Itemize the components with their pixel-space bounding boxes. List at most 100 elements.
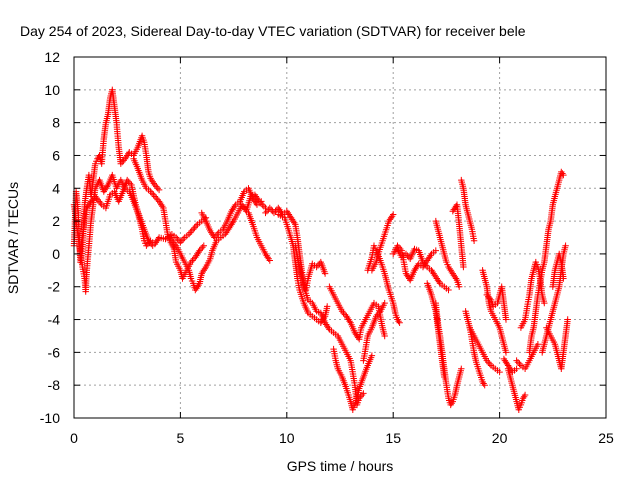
data-point xyxy=(145,237,152,244)
data-point xyxy=(435,278,443,285)
data-point xyxy=(151,181,159,189)
data-point xyxy=(148,190,156,197)
y-tick-label: -8 xyxy=(48,377,61,393)
data-point xyxy=(513,365,520,372)
data-point xyxy=(481,382,488,389)
data-point xyxy=(346,318,353,325)
data-point xyxy=(387,214,395,221)
data-point xyxy=(430,270,437,277)
data-series-sdtvar xyxy=(70,86,571,413)
data-point xyxy=(87,198,95,205)
data-point xyxy=(344,314,351,322)
data-point xyxy=(192,222,200,230)
data-point xyxy=(411,267,418,274)
data-point xyxy=(521,391,529,399)
data-point xyxy=(194,283,201,290)
data-point xyxy=(502,349,510,356)
data-point xyxy=(421,260,428,267)
data-point xyxy=(514,359,522,366)
x-tick-label: 10 xyxy=(279,430,295,446)
data-point xyxy=(264,254,271,261)
data-point xyxy=(559,170,566,177)
data-point xyxy=(470,237,478,244)
data-point xyxy=(192,286,199,294)
data-point xyxy=(258,198,265,205)
data-point xyxy=(84,203,91,210)
data-point xyxy=(501,357,509,364)
data-point xyxy=(368,352,376,359)
data-point xyxy=(270,209,278,217)
data-point xyxy=(196,247,203,254)
data-point xyxy=(323,321,330,328)
x-tick-label: 5 xyxy=(177,430,185,446)
y-tick-label: 2 xyxy=(52,213,60,229)
y-tick-label: -6 xyxy=(48,344,61,360)
data-point xyxy=(198,270,205,277)
data-point xyxy=(92,193,99,200)
data-point xyxy=(154,185,161,192)
data-point xyxy=(504,362,512,369)
data-point xyxy=(238,201,246,208)
data-point xyxy=(452,203,460,210)
data-point xyxy=(200,242,207,249)
y-tick-label: -4 xyxy=(48,312,61,328)
data-point xyxy=(180,235,187,243)
data-point xyxy=(178,237,185,244)
data-point xyxy=(95,198,103,205)
x-tick-label: 25 xyxy=(598,430,614,446)
data-point xyxy=(422,262,429,269)
data-point xyxy=(541,299,548,307)
data-point xyxy=(446,265,453,272)
data-point xyxy=(185,231,193,238)
data-point xyxy=(456,283,463,290)
data-point xyxy=(502,316,510,323)
data-point xyxy=(564,316,571,323)
data-point xyxy=(448,400,455,407)
data-point xyxy=(169,237,176,244)
data-point xyxy=(313,263,320,271)
data-point xyxy=(214,231,221,238)
data-point xyxy=(190,226,197,233)
data-point xyxy=(284,209,292,217)
y-tick-label: 6 xyxy=(52,147,60,163)
data-point xyxy=(483,357,490,364)
x-tick-label: 20 xyxy=(492,430,508,446)
data-point xyxy=(507,365,514,372)
data-point xyxy=(199,244,206,251)
data-point xyxy=(496,368,503,376)
data-point xyxy=(449,270,456,277)
data-point xyxy=(152,239,160,246)
data-point xyxy=(122,153,130,161)
data-point xyxy=(458,365,465,372)
data-point xyxy=(460,263,467,271)
data-point xyxy=(395,318,402,325)
data-point xyxy=(251,198,259,205)
data-point xyxy=(445,286,452,294)
data-point xyxy=(221,231,229,238)
data-point xyxy=(155,198,163,205)
y-axis-label: SDTVAR / TECUs xyxy=(5,182,21,294)
data-point xyxy=(374,311,381,318)
y-tick-label: 12 xyxy=(44,49,60,65)
data-point xyxy=(321,270,329,277)
data-point xyxy=(276,206,283,213)
data-point xyxy=(262,209,269,217)
y-tick-label: -2 xyxy=(48,279,61,295)
data-point xyxy=(158,201,165,208)
data-point xyxy=(381,332,388,340)
y-tick-label: 4 xyxy=(52,180,60,196)
data-point xyxy=(381,299,388,307)
data-point xyxy=(479,378,486,386)
data-point xyxy=(126,180,134,187)
data-point xyxy=(153,194,160,202)
data-point xyxy=(404,273,412,281)
data-point xyxy=(187,258,195,266)
data-point xyxy=(432,273,439,281)
plot-frame xyxy=(73,56,607,419)
data-point xyxy=(451,273,459,281)
data-point xyxy=(143,242,150,249)
data-point xyxy=(200,267,207,274)
data-point xyxy=(229,219,236,226)
data-point xyxy=(485,293,492,300)
